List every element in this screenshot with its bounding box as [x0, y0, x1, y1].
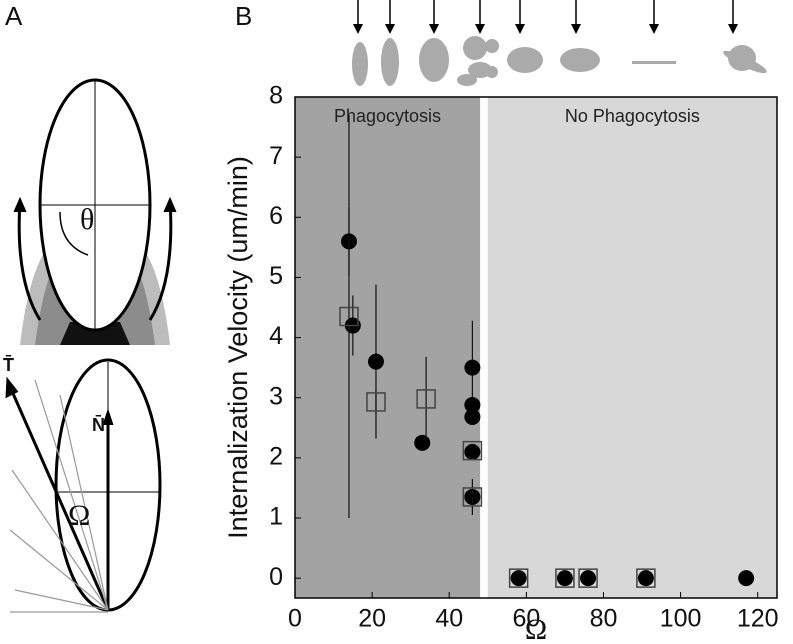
t-label: T̄ — [3, 355, 14, 375]
y-tick-label: 6 — [269, 202, 283, 230]
diagram-a — [5, 78, 177, 613]
y-tick-label: 3 — [269, 382, 283, 410]
data-point — [580, 570, 597, 587]
x-tick-label: 20 — [358, 605, 386, 633]
region — [487, 97, 777, 598]
y-tick-label: 2 — [269, 442, 283, 470]
data-point — [510, 570, 527, 587]
y-tick-label: 7 — [269, 142, 283, 170]
data-point — [738, 570, 755, 587]
region-label: No Phagocytosis — [565, 106, 700, 126]
panel-label: B — [235, 1, 252, 31]
x-tick-label: 40 — [435, 605, 463, 633]
y-tick-label: 1 — [269, 503, 283, 531]
data-point — [367, 353, 384, 370]
panel-label: A — [5, 1, 23, 31]
data-point — [636, 568, 656, 588]
theta-label: θ — [80, 203, 94, 236]
y-tick-label: 0 — [269, 563, 283, 591]
x-tick-label: 0 — [288, 605, 302, 633]
data-point — [637, 570, 654, 587]
data-point — [339, 306, 359, 327]
x-tick-label: 80 — [590, 605, 618, 633]
x-axis-label: Ω — [525, 613, 547, 644]
particle-icons — [352, 0, 767, 86]
data-point — [366, 392, 386, 412]
data-point — [555, 568, 575, 588]
y-tick-label: 4 — [269, 322, 283, 350]
data-point — [462, 487, 483, 507]
x-tick-label: 100 — [660, 605, 702, 633]
x-tick-label: 60 — [512, 605, 540, 633]
region-label: Phagocytosis — [334, 106, 441, 126]
data-point — [508, 568, 529, 588]
data-point — [464, 396, 481, 413]
n-label: N̄ — [92, 415, 105, 435]
data-point — [416, 389, 436, 409]
data-point — [462, 440, 483, 461]
y-tick-label: 5 — [269, 262, 283, 290]
y-axis-label: Internalization Velocity (um/min) — [223, 156, 253, 539]
data-point — [578, 568, 598, 588]
data-point — [464, 408, 481, 425]
region — [295, 97, 481, 598]
data-point — [414, 434, 431, 451]
data-point — [464, 359, 481, 376]
data-point — [556, 570, 573, 587]
y-tick-label: 8 — [269, 82, 283, 110]
x-tick-label: 120 — [737, 605, 779, 633]
omega-label: Ω — [68, 499, 90, 532]
plot-frame — [294, 96, 778, 599]
data-point — [464, 443, 481, 460]
